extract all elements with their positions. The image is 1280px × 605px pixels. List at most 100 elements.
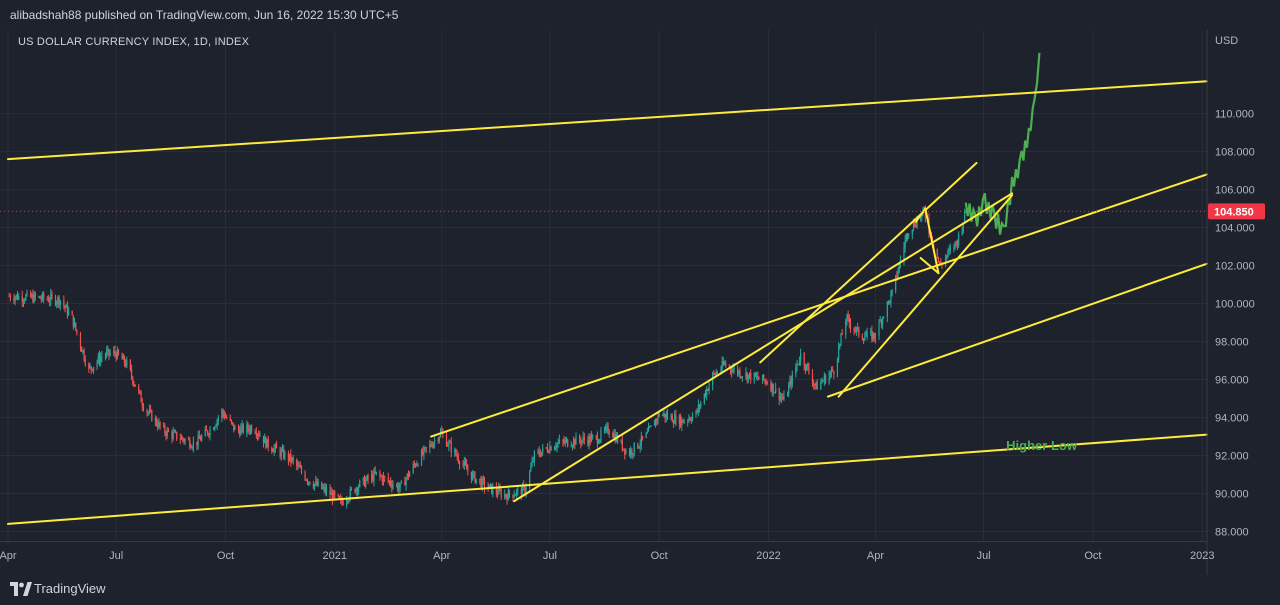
candle-body	[214, 426, 216, 430]
candle-body	[176, 431, 178, 440]
candle-body	[132, 376, 134, 384]
candle-body	[43, 293, 45, 299]
candle-body	[704, 393, 707, 396]
time-axis[interactable]: Apr Jul Oct 2021 Apr Jul Oct 2022 Apr Jul Oct 2023	[0, 541, 1214, 563]
candle-body	[179, 439, 181, 441]
price-axis[interactable]: 88.000 90.000 92.000 94.000 96.000 98.000 100.…	[1206, 30, 1255, 575]
candle-body	[456, 455, 458, 458]
candle-body	[824, 375, 827, 383]
candle-body	[400, 480, 402, 484]
candle-body	[266, 438, 268, 448]
candle-body	[773, 392, 776, 394]
candle-body	[674, 415, 676, 424]
candle-body	[207, 430, 209, 435]
candle-body	[738, 370, 740, 374]
candle-body	[920, 218, 922, 220]
candle-body	[397, 484, 399, 490]
candle-body	[58, 297, 60, 305]
candle-body	[475, 478, 477, 483]
candle-body	[54, 296, 57, 305]
candle-body	[197, 435, 199, 446]
candle-body	[645, 433, 647, 438]
candle-body	[258, 434, 260, 436]
candle-body	[467, 469, 469, 472]
candle-body	[947, 250, 949, 256]
candle-body	[167, 429, 170, 432]
candle-body	[683, 421, 685, 423]
candle-body	[71, 311, 73, 316]
candle-body	[237, 426, 240, 431]
candle-body	[16, 294, 19, 300]
candle-body	[100, 357, 102, 363]
candle-body	[748, 372, 751, 375]
candle-body	[398, 487, 400, 490]
candle-body	[589, 436, 591, 442]
candle-body	[88, 364, 90, 368]
candle-body	[545, 447, 547, 449]
candle-body	[625, 450, 627, 454]
candle-body	[313, 483, 316, 488]
candle-body	[366, 475, 368, 481]
candle-body	[896, 275, 898, 278]
candle-body	[221, 410, 223, 418]
candle-body	[895, 275, 897, 290]
candle-body	[815, 382, 817, 385]
chart-area[interactable]: 104.850 88.000 90.000 92.000 94.000 96.000 98…	[0, 30, 1280, 575]
candle-body	[562, 439, 564, 442]
candle-body	[911, 229, 913, 235]
candle-body	[549, 446, 551, 453]
candle-body	[524, 486, 526, 494]
candle-body	[148, 409, 151, 413]
candle-body	[829, 372, 831, 375]
y-tick-label: 94.000	[1215, 413, 1249, 425]
candle-body	[538, 450, 540, 455]
candle-body	[114, 350, 116, 354]
candle-body	[675, 415, 677, 425]
candle-body	[283, 449, 285, 459]
candle-body	[281, 449, 284, 451]
candle-body	[889, 300, 891, 303]
candle-body	[341, 499, 343, 503]
candle-body	[739, 370, 741, 377]
candle-body	[380, 475, 382, 477]
candle-body	[172, 432, 174, 439]
candle-body	[180, 437, 183, 440]
candle-body	[664, 413, 666, 419]
candle-body	[472, 473, 474, 480]
candle-body	[473, 472, 475, 474]
candle-body	[949, 247, 951, 250]
brand-name[interactable]: TradingView	[34, 581, 106, 596]
candle-body	[147, 412, 149, 414]
candle-body	[695, 410, 697, 416]
candle-body	[525, 487, 527, 494]
candle-body	[372, 474, 374, 481]
x-tick-label: Apr	[867, 550, 884, 562]
candle-body	[838, 347, 840, 360]
candle-body	[840, 334, 842, 344]
candle-body	[891, 289, 893, 294]
currency-label: USD	[1215, 35, 1238, 47]
candle-body	[873, 333, 875, 338]
candle-body	[870, 330, 872, 332]
candle-body	[914, 222, 916, 227]
candle-body	[442, 432, 444, 435]
candle-body	[375, 471, 377, 474]
candle-body	[51, 294, 53, 297]
candle-body	[533, 451, 536, 462]
candle-body	[564, 440, 566, 443]
candle-body	[209, 428, 211, 436]
candle-body	[647, 427, 650, 432]
candle-body	[613, 433, 615, 438]
annotations[interactable]: Higher Low	[1006, 438, 1078, 453]
candle-body	[355, 488, 357, 493]
price-chart[interactable]: 104.850 88.000 90.000 92.000 94.000 96.000 98…	[0, 30, 1280, 575]
trendlines[interactable]	[7, 80, 1208, 525]
candle-body	[813, 383, 815, 385]
candle-body	[64, 305, 66, 308]
candle-body	[603, 430, 606, 432]
candle-body	[965, 210, 967, 212]
tradingview-logo-icon[interactable]	[10, 582, 32, 596]
candle-body	[362, 477, 364, 481]
candle-body	[480, 479, 482, 488]
candle-body	[514, 494, 517, 496]
